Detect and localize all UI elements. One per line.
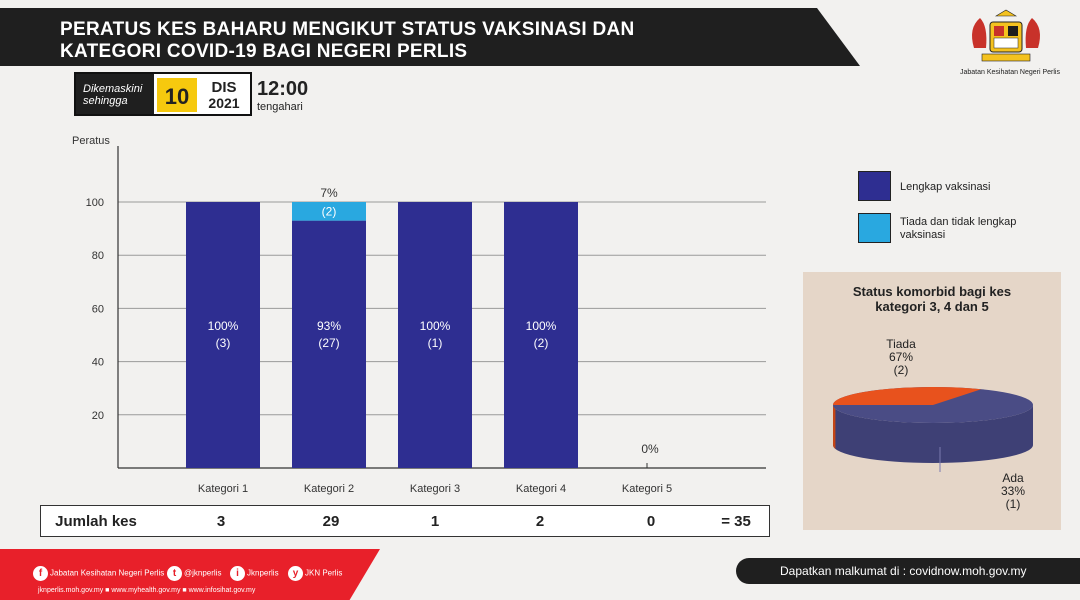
- twitter-icon: t: [167, 566, 182, 581]
- pie-label-tiada-pct: 67%: [888, 350, 914, 364]
- pie-label-tiada-name: Tiada: [886, 337, 916, 351]
- pie-chart: [833, 387, 1033, 472]
- x-tick-label: Kategori 5: [622, 483, 672, 495]
- y-tick-label: 100: [86, 197, 104, 209]
- bar-count-label: (3): [216, 336, 231, 350]
- pie-title-line1: Status komorbid bagi kes: [852, 284, 1012, 299]
- updated-label-line1: Dikemaskini: [83, 83, 143, 95]
- logo-caption: Jabatan Kesihatan Negeri Perlis: [959, 69, 1060, 76]
- legend-swatch-incomplete: [858, 213, 891, 243]
- bar-complete: [292, 220, 366, 468]
- legend-swatch-complete: [858, 171, 891, 201]
- totals-cell: 3: [216, 513, 226, 530]
- y-tick-label: 20: [92, 410, 104, 422]
- pie-side-wall-present: [833, 405, 836, 449]
- pie-slice-ada: [833, 387, 982, 405]
- pie-side-wall: [833, 405, 1033, 463]
- footer-social-youtube[interactable]: y JKN Perlis: [288, 566, 342, 581]
- footer-social-bar: f Jabatan Kesihatan Negeri Perlis t @jknpe…: [0, 549, 380, 600]
- pie-label-tiada: Tiada 67% (2): [871, 338, 931, 377]
- pie-label-tiada-count: (2): [893, 363, 909, 377]
- bar-count-label: (27): [318, 336, 339, 350]
- bar-pct-label: 100%: [526, 319, 557, 333]
- pie-label-ada-count: (1): [1005, 497, 1021, 511]
- youtube-icon: y: [288, 566, 303, 581]
- totals-cell: 0: [646, 513, 656, 530]
- footer-info-text[interactable]: Dapatkan malkumat di : covidnow.moh.gov.…: [780, 564, 1027, 578]
- bar-incomplete: [292, 202, 366, 221]
- totals-sum: = 35: [721, 513, 751, 530]
- updated-label-line2: sehingga: [83, 95, 128, 107]
- updated-date-box: Dikemaskini sehingga 10 DIS 2021: [74, 72, 252, 116]
- updated-label: Dikemaskini sehingga: [76, 74, 154, 114]
- x-tick-label: Kategori 2: [304, 483, 354, 495]
- totals-cell: 1: [430, 513, 440, 530]
- footer-social-instagram[interactable]: i Jknperlis: [230, 566, 279, 581]
- totals-cell: 2: [535, 513, 545, 530]
- totals-cell: 29: [322, 513, 340, 530]
- instagram-icon: i: [230, 566, 245, 581]
- bar-incomplete-count-label: (2): [322, 204, 337, 218]
- updated-time: 12:00: [257, 78, 309, 100]
- y-tick-label: 60: [92, 303, 104, 315]
- x-tick-label: Kategori 1: [198, 483, 248, 495]
- footer-urls[interactable]: jknperlis.moh.gov.my ■ www.myhealth.gov.…: [38, 587, 256, 594]
- x-tick-label: Kategori 3: [410, 483, 460, 495]
- totals-row: Jumlah kes 3 29 1 2 0 = 35: [40, 505, 770, 537]
- pie-label-ada-pct: 33%: [1000, 484, 1026, 498]
- updated-day: 10: [164, 84, 190, 109]
- legend-label-incomplete-line2: vaksinasi: [900, 229, 946, 241]
- bar-count-label: (1): [428, 336, 443, 350]
- facebook-icon: f: [33, 566, 48, 581]
- y-tick-label: 80: [92, 250, 104, 262]
- bar-incomplete-pct-label: 7%: [320, 186, 338, 200]
- updated-month: DIS: [211, 79, 237, 96]
- bar-complete: [504, 202, 578, 468]
- bar-chart: Peratus 20 40 60 80 100 100% (3) Kategori 1 (2) 7%…: [72, 135, 766, 495]
- page-title-line2: KATEGORI COVID-19 BAGI NEGERI PERLIS: [60, 41, 468, 62]
- pie-title-line2: kategori 3, 4 dan 5: [875, 299, 989, 314]
- bar-complete: [186, 202, 260, 468]
- page-title-line1: PERATUS KES BAHARU MENGIKUT STATUS VAKSI…: [60, 19, 635, 40]
- footer-info-bar: Dapatkan malkumat di : covidnow.moh.gov.…: [736, 558, 1080, 584]
- legend-label-incomplete-line1: Tiada dan tidak lengkap: [900, 216, 1017, 228]
- bar-pct-label: 0%: [641, 442, 659, 456]
- updated-time-sub: tengahari: [257, 101, 303, 113]
- facebook-label: Jabatan Kesihatan Negeri Perlis: [50, 568, 165, 578]
- pie-label-ada: Ada 33% (1): [983, 472, 1043, 511]
- bar-pct-label: 100%: [208, 319, 239, 333]
- y-axis-label: Peratus: [72, 135, 110, 147]
- y-tick-label: 40: [92, 357, 104, 369]
- pie-label-ada-name: Ada: [1002, 471, 1024, 485]
- totals-label: Jumlah kes: [55, 513, 137, 530]
- coat-of-arms-logo: [972, 9, 1040, 62]
- instagram-label: Jknperlis: [247, 568, 279, 578]
- footer-social-facebook[interactable]: f Jabatan Kesihatan Negeri Perlis: [33, 566, 164, 581]
- footer-social-twitter[interactable]: t @jknperlis: [167, 566, 221, 581]
- legend-label-incomplete: Tiada dan tidak lengkap vaksinasi: [900, 216, 1016, 242]
- bar-pct-label: 100%: [420, 319, 451, 333]
- x-tick-label: Kategori 4: [516, 483, 566, 495]
- pie-title: Status komorbid bagi kes kategori 3, 4 d…: [803, 284, 1061, 314]
- bar-complete: [398, 202, 472, 468]
- twitter-label: @jknperlis: [184, 568, 222, 578]
- updated-year: 2021: [208, 95, 240, 111]
- calendar-day-icon: 10: [157, 78, 197, 112]
- bar-pct-label: 93%: [317, 319, 341, 333]
- youtube-label: JKN Perlis: [305, 568, 343, 578]
- legend-label-complete: Lengkap vaksinasi: [900, 181, 991, 193]
- title-banner: PERATUS KES BAHARU MENGIKUT STATUS VAKSI…: [0, 8, 860, 66]
- comorbid-pie-panel: Status komorbid bagi kes kategori 3, 4 d…: [803, 272, 1061, 530]
- calendar-month-icon: DIS 2021: [200, 78, 248, 112]
- bar-count-label: (2): [534, 336, 549, 350]
